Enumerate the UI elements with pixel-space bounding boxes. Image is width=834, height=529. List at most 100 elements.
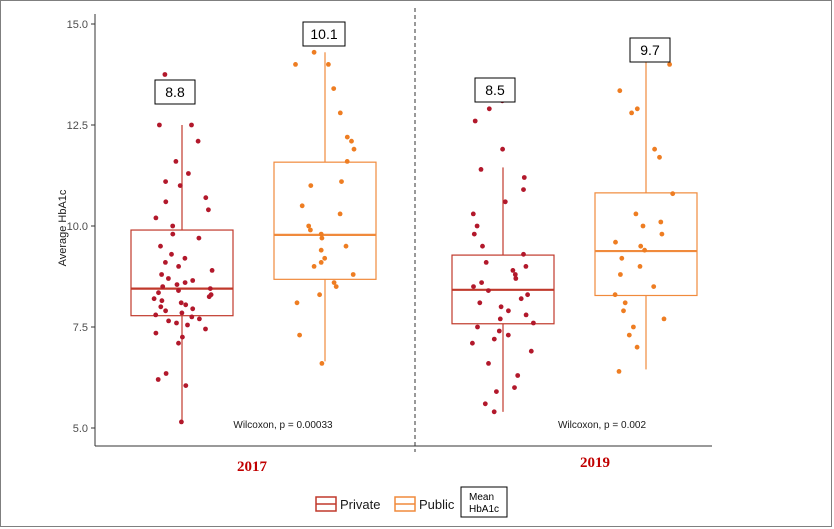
data-point [176, 264, 182, 269]
data-point [486, 288, 491, 293]
data-point [350, 272, 356, 277]
data-point [629, 110, 634, 116]
data-point [190, 278, 196, 283]
data-point [658, 219, 664, 225]
annotation-2019: Wilcoxon, p = 0.002 [558, 420, 647, 431]
mean-label: 8.8 [165, 84, 185, 100]
data-point [306, 223, 312, 229]
data-point [642, 247, 647, 253]
data-point [475, 324, 480, 330]
data-point [163, 179, 169, 185]
legend-label-public: Public [419, 497, 455, 512]
data-point [657, 154, 662, 160]
data-point [163, 371, 169, 376]
data-point [349, 138, 354, 144]
data-point [513, 276, 519, 281]
data-point [531, 320, 536, 326]
y-tick-label: 7.5 [73, 322, 88, 334]
mean-label: 8.5 [485, 82, 505, 98]
data-point [319, 235, 325, 241]
legend-label-private: Private [340, 497, 380, 512]
data-point [652, 146, 657, 152]
data-point [331, 86, 337, 91]
data-point [163, 260, 168, 265]
data-point [166, 318, 172, 324]
data-point [326, 62, 331, 67]
data-point [163, 199, 169, 205]
data-point [317, 292, 322, 298]
data-point [502, 199, 508, 205]
data-point [500, 146, 505, 152]
data-point [311, 49, 317, 55]
mean-label: 9.7 [640, 42, 660, 58]
data-point [523, 312, 529, 318]
data-point [661, 316, 667, 322]
data-point [318, 247, 324, 253]
box-2017-public [273, 161, 377, 280]
data-point [486, 106, 492, 112]
data-point [512, 385, 517, 390]
mean-label-box [629, 37, 671, 63]
data-point [174, 320, 179, 326]
data-point [471, 231, 477, 237]
data-point [670, 191, 676, 197]
data-point [525, 292, 530, 298]
y-tick-label: 12.5 [67, 120, 88, 132]
data-point [667, 62, 672, 67]
data-point [337, 110, 343, 116]
data-point [319, 361, 325, 366]
data-point [207, 286, 213, 291]
data-point [203, 195, 209, 201]
group-label-2017: 2017 [237, 459, 268, 475]
data-point [322, 255, 328, 261]
data-point [479, 280, 484, 285]
data-point [158, 243, 163, 249]
data-point [158, 304, 164, 310]
box-layer [130, 52, 698, 420]
data-point [299, 203, 305, 209]
data-point [331, 280, 337, 285]
data-point [173, 159, 179, 164]
data-point [337, 211, 343, 217]
data-point [528, 348, 534, 354]
legend-item-public: Public [394, 496, 455, 512]
data-point [178, 300, 184, 306]
data-point [185, 322, 190, 328]
data-point [512, 272, 518, 277]
data-point [162, 72, 168, 77]
data-point [297, 332, 302, 338]
data-point [177, 183, 183, 189]
mean-label-box [302, 21, 346, 47]
data-point [159, 272, 165, 277]
mean-label-box [154, 79, 196, 105]
data-point [176, 340, 181, 346]
data-point [474, 223, 480, 229]
data-point [515, 373, 521, 378]
data-point [521, 175, 527, 180]
data-point [480, 243, 485, 249]
data-point [160, 284, 166, 289]
data-point [183, 383, 189, 388]
data-point [206, 207, 211, 213]
data-point [180, 334, 185, 340]
y-tick-label: 15.0 [67, 19, 88, 31]
data-point [209, 268, 215, 273]
annotation-2017: Wilcoxon, p = 0.00033 [233, 420, 333, 431]
data-point [631, 324, 636, 330]
data-point [497, 316, 503, 322]
data-point [486, 361, 491, 366]
data-point [344, 134, 350, 140]
data-point [618, 272, 623, 277]
data-point [659, 231, 665, 237]
data-point [179, 310, 185, 316]
data-point [634, 344, 640, 350]
data-point [186, 171, 191, 176]
data-point [159, 298, 165, 304]
legend-item-mean: Mean HbA1c [460, 486, 508, 518]
mean-label-layer: 8.8 10.1 8.5 9.7 [154, 21, 671, 105]
data-point [311, 264, 317, 269]
data-point [174, 282, 180, 287]
data-point [505, 332, 511, 338]
